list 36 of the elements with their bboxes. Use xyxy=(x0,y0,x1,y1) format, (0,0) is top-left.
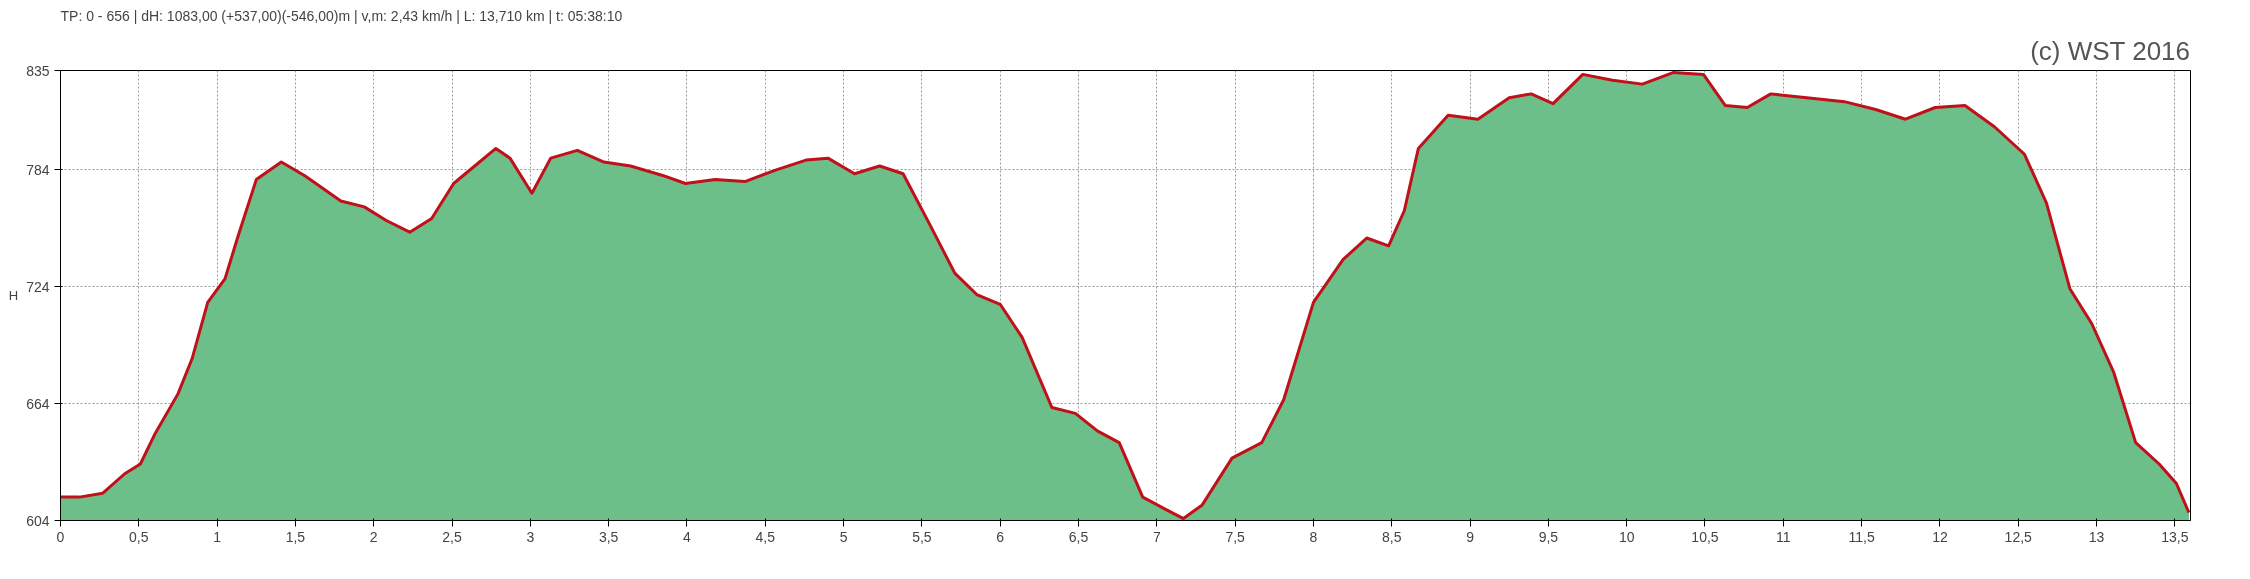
x-tick-label: 2,5 xyxy=(442,528,462,545)
x-tick-label: 9,5 xyxy=(1538,528,1559,545)
x-tick-label: 7,5 xyxy=(1225,528,1246,545)
x-tick-label: 3,5 xyxy=(598,528,619,545)
y-tick-label: 835 xyxy=(26,62,50,79)
x-tick-label: 7 xyxy=(1152,528,1161,545)
x-tick-label: 12,5 xyxy=(2004,528,2033,545)
x-tick-label: 0,5 xyxy=(129,528,149,545)
x-tick-label: 10,5 xyxy=(1691,528,1719,545)
x-tick-label: 6 xyxy=(996,528,1005,545)
text: (c) WST 2016 xyxy=(2030,35,2191,66)
y-tick-label: 604 xyxy=(26,512,50,529)
y-tick-label: 724 xyxy=(26,278,50,295)
x-tick-label: 12 xyxy=(1932,528,1948,545)
x-tick-label: 13 xyxy=(2088,528,2105,545)
x-tick-label: 6,5 xyxy=(1068,528,1089,545)
y-tick-label: 664 xyxy=(26,395,50,412)
x-tick-label: 8,5 xyxy=(1382,528,1402,545)
x-tick-label: 13,5 xyxy=(2161,528,2189,545)
y-axis-title: H xyxy=(8,288,19,303)
x-tick-label: 5 xyxy=(839,528,848,545)
x-tick-label: 8 xyxy=(1309,528,1318,545)
x-tick-label: 5,5 xyxy=(912,528,932,545)
x-tick-label: 9 xyxy=(1466,528,1475,545)
x-tick-label: 4,5 xyxy=(755,528,776,545)
x-tick-label: 1 xyxy=(213,528,222,545)
y-tick-label: 784 xyxy=(26,161,50,178)
x-tick-label: 3 xyxy=(526,528,535,545)
x-tick-label: 4 xyxy=(683,528,692,545)
x-tick-label: 2 xyxy=(369,528,378,545)
x-tick-label: 10 xyxy=(1618,528,1635,545)
chart-title: TP: 0 - 656 | dH: 1083,00 (+537,00)(-546,00)m | v,m: 2,43 km/h | L: 13,710 km | t: 05:38:10 xyxy=(60,7,623,24)
x-tick-label: 0 xyxy=(56,528,65,545)
x-tick-label: 1,5 xyxy=(285,528,306,545)
x-tick-label: 11,5 xyxy=(1848,528,1875,545)
x-tick-label: 11 xyxy=(1776,528,1791,545)
